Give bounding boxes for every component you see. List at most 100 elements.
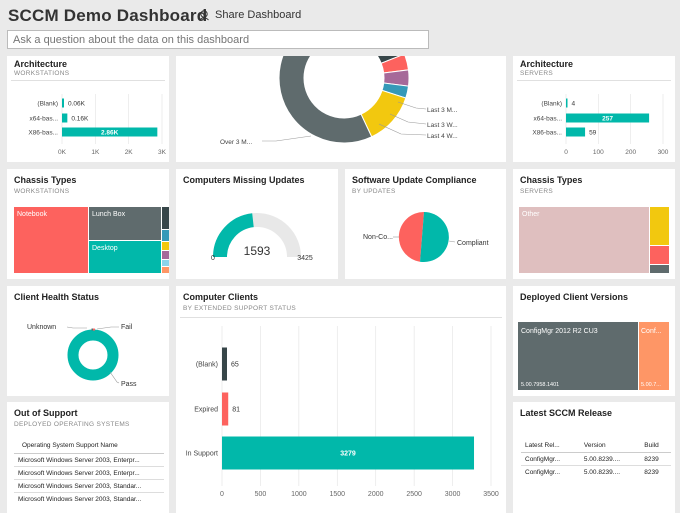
treemap-configmgr-2012-r2-cu3-sublabel: 5.00.7958.1401 bbox=[521, 382, 559, 388]
x-tick-label: 0K bbox=[58, 149, 67, 156]
tile-latest-sccm-release[interactable]: Latest SCCM Release Latest Rel... Versio… bbox=[513, 402, 675, 513]
treemap-cell bbox=[162, 207, 169, 229]
last-seen-donut-chart: Last 3 M... Last 3 W... Last 4 W... Over 3 … bbox=[220, 56, 458, 146]
x-tick-label: 1000 bbox=[291, 491, 307, 498]
tile-subtitle: WORKSTATIONS bbox=[14, 188, 70, 195]
treemap-cell bbox=[650, 246, 669, 264]
out-of-support-table: Operating System Support Name Microsoft … bbox=[14, 440, 164, 505]
table-header: Latest Rel... bbox=[521, 440, 580, 453]
treemap-desktop-label: Desktop bbox=[92, 245, 118, 252]
table-cell: 8239 bbox=[644, 469, 659, 476]
tile-title: Out of Support bbox=[14, 408, 78, 418]
tile-last-seen-donut[interactable]: Last 3 M... Last 3 W... Last 4 W... Over 3 … bbox=[176, 56, 506, 162]
data-label: 81 bbox=[232, 407, 240, 414]
tile-architecture-servers[interactable]: Architecture SERVERS 0 100 200 300 (Blank) 4 x… bbox=[513, 56, 675, 162]
x-tick-label: 3500 bbox=[483, 491, 499, 498]
treemap-configmgr-2012-r2-cu3 bbox=[518, 322, 638, 390]
treemap-conf bbox=[639, 322, 669, 390]
gauge-fill bbox=[213, 213, 255, 258]
table-cell: 5.00.8239.... bbox=[583, 469, 621, 476]
table-cell: 5.00.8239.... bbox=[579, 452, 641, 466]
table-row[interactable]: ConfigMgr... 5.00.8239.... 8239 bbox=[521, 452, 671, 466]
treemap-cell bbox=[650, 265, 669, 273]
tile-out-of-support[interactable]: Out of Support DEPLOYED OPERATING SYSTEM… bbox=[7, 402, 169, 513]
table-row[interactable]: Microsoft Windows Server 2003, Standar..… bbox=[14, 493, 164, 506]
share-dashboard-button[interactable]: Share Dashboard bbox=[198, 9, 301, 21]
treemap-lunch-box-label: Lunch Box bbox=[92, 211, 126, 218]
category-label: (Blank) bbox=[541, 101, 562, 108]
treemap-notebook bbox=[14, 207, 88, 273]
health-label-unknown: Unknown bbox=[27, 324, 56, 331]
table-row[interactable]: Microsoft Windows Server 2003, Standar..… bbox=[14, 479, 164, 493]
gauge-min-label: 0 bbox=[211, 255, 215, 262]
table-cell: ConfigMgr... bbox=[521, 452, 580, 466]
table-cell: ConfigMgr... bbox=[525, 469, 561, 476]
client-versions-treemap: ConfigMgr 2012 R2 CU3 5.00.7958.1401 Con… bbox=[518, 322, 669, 390]
treemap-cell bbox=[162, 267, 169, 273]
table-cell: Microsoft Windows Server 2003, Enterpr..… bbox=[14, 466, 164, 480]
bar bbox=[566, 127, 586, 137]
chassis-workstations-treemap: Notebook Lunch Box Desktop bbox=[14, 207, 169, 273]
category-label: (Blank) bbox=[37, 101, 58, 108]
tile-deployed-client-versions[interactable]: Deployed Client Versions ConfigMgr 2012 … bbox=[513, 286, 675, 396]
tile-title: Architecture bbox=[14, 59, 68, 69]
data-label: 59 bbox=[589, 130, 597, 137]
x-tick-label: 500 bbox=[255, 491, 267, 498]
table-row[interactable]: Microsoft Windows Server 2003, Enterpr..… bbox=[14, 453, 164, 467]
x-tick-label: 300 bbox=[658, 149, 669, 156]
tile-title: Computers Missing Updates bbox=[183, 175, 305, 185]
architecture-servers-chart: 0 100 200 300 (Blank) 4 x64-bas... 257 X86-bas..… bbox=[532, 94, 669, 156]
leader-line bbox=[262, 135, 312, 142]
bar bbox=[62, 98, 64, 108]
category-label: x64-bas... bbox=[533, 116, 562, 123]
leader-line bbox=[397, 101, 427, 110]
qa-question-input[interactable] bbox=[7, 30, 429, 49]
data-label: 3279 bbox=[340, 451, 356, 458]
tile-subtitle: BY EXTENDED SUPPORT STATUS bbox=[183, 305, 297, 312]
table-cell: 8239 bbox=[640, 452, 671, 466]
bar bbox=[62, 127, 158, 137]
donut-label: Last 3 W... bbox=[427, 122, 458, 129]
gauge-value-label: 1593 bbox=[244, 244, 271, 258]
table-cell: Microsoft Windows Server 2003, Standar..… bbox=[14, 479, 164, 493]
tile-chassis-types-workstations[interactable]: Chassis Types WORKSTATIONS Notebook Lunc… bbox=[7, 169, 169, 279]
share-dashboard-label: Share Dashboard bbox=[215, 9, 302, 21]
tile-title: Software Update Compliance bbox=[352, 175, 477, 185]
table-header: Build bbox=[640, 440, 671, 453]
computer-clients-chart: 0 500 1000 1500 2000 2500 3000 3500 (Blank) 65 Exp… bbox=[186, 326, 499, 498]
pie-label-non-compliant: Non-Co... bbox=[363, 234, 393, 241]
x-tick-label: 2000 bbox=[368, 491, 384, 498]
tile-software-update-compliance[interactable]: Software Update Compliance BY UPDATES No… bbox=[345, 169, 506, 279]
table-row[interactable]: Microsoft Windows Server 2003, Enterpr..… bbox=[14, 466, 164, 480]
tile-client-health-status[interactable]: Client Health Status Unknown Fail Pass bbox=[7, 286, 169, 396]
tile-title: Architecture bbox=[520, 59, 574, 69]
x-tick-label: 100 bbox=[593, 149, 604, 156]
dashboard-header: SCCM Demo Dashboard Share Dashboard bbox=[0, 0, 680, 56]
x-tick-label: 0 bbox=[564, 149, 568, 156]
donut-label: Over 3 M... bbox=[220, 139, 252, 146]
table-row[interactable]: ConfigMgr... 5.00.8239.... 8239 bbox=[521, 466, 671, 479]
bar bbox=[566, 113, 650, 123]
tile-title: Deployed Client Versions bbox=[520, 292, 629, 302]
architecture-workstations-chart: 0K 1K 2K 3K (Blank) 0.06K x64-bas... 0.16K X86-b… bbox=[28, 94, 167, 156]
leader-line bbox=[389, 113, 427, 125]
tile-title: Computer Clients bbox=[183, 292, 259, 302]
treemap-conf-sublabel: 5.00.7... bbox=[641, 382, 661, 388]
latest-release-table: Latest Rel... Version Build ConfigMgr...… bbox=[521, 440, 671, 478]
category-label: x64-bas... bbox=[29, 116, 58, 123]
x-tick-label: 3K bbox=[158, 149, 167, 156]
tile-chassis-types-servers[interactable]: Chassis Types SERVERS Other bbox=[513, 169, 675, 279]
x-tick-label: 200 bbox=[625, 149, 636, 156]
tile-title: Chassis Types bbox=[14, 175, 77, 185]
pie-slice-non-compliant bbox=[398, 211, 424, 262]
client-health-donut: Unknown Fail Pass bbox=[27, 324, 137, 388]
tile-computer-clients[interactable]: Computer Clients BY EXTENDED SUPPORT STA… bbox=[176, 286, 506, 513]
category-label: (Blank) bbox=[196, 362, 218, 369]
tile-computers-missing-updates[interactable]: Computers Missing Updates 1593 0 3425 bbox=[176, 169, 338, 279]
tile-title: Chassis Types bbox=[520, 175, 583, 185]
table-header: Version bbox=[579, 440, 641, 453]
treemap-cell bbox=[162, 230, 169, 241]
category-label: Expired bbox=[194, 407, 218, 414]
category-label: In Support bbox=[186, 451, 218, 458]
tile-architecture-workstations[interactable]: Architecture WORKSTATIONS 0K 1K 2K 3K (Blank… bbox=[7, 56, 169, 162]
